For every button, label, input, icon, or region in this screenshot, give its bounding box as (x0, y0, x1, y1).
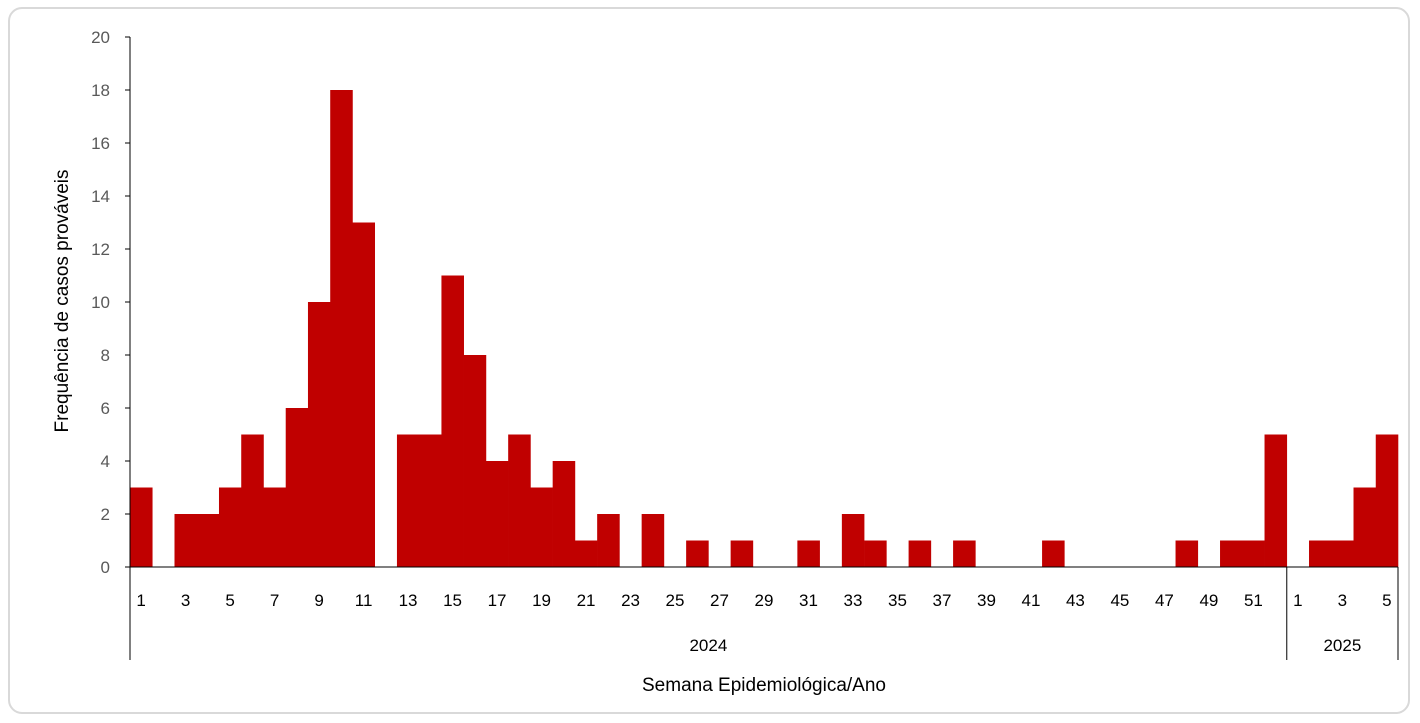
x-tick-label: 17 (488, 591, 507, 610)
bar (441, 275, 464, 567)
y-tick-label: 0 (101, 558, 110, 577)
y-tick-label: 10 (91, 293, 110, 312)
chart-frame (8, 7, 1410, 714)
bar (463, 355, 487, 567)
bar (574, 540, 598, 567)
bar (552, 461, 576, 567)
bar (1331, 540, 1354, 567)
x-tick-label: 23 (621, 591, 640, 610)
bar (641, 514, 665, 567)
x-tick-label: 7 (270, 591, 279, 610)
y-tick-label: 6 (101, 399, 110, 418)
x-tick-label: 1 (1293, 591, 1302, 610)
bars-layer (130, 90, 1399, 567)
x-tick-label: 13 (399, 591, 418, 610)
x-tick-label: 3 (1338, 591, 1347, 610)
x-tick-label: 49 (1199, 591, 1218, 610)
bar (1242, 540, 1265, 567)
bar (508, 434, 531, 567)
x-tick-label: 19 (532, 591, 551, 610)
bar (396, 434, 420, 567)
x-tick-label: 51 (1244, 591, 1263, 610)
bar (1375, 434, 1399, 567)
group-label: 2025 (1323, 636, 1361, 655)
bar (263, 487, 287, 567)
bar (307, 302, 331, 567)
x-tick-label: 27 (710, 591, 729, 610)
x-tick-label: 35 (888, 591, 907, 610)
bar (730, 540, 754, 567)
x-tick-label: 39 (977, 591, 996, 610)
bar (352, 222, 376, 567)
bar (218, 487, 242, 567)
x-tick-label: 37 (933, 591, 952, 610)
bar (1309, 540, 1332, 567)
y-tick-label: 8 (101, 346, 110, 365)
bar (597, 514, 620, 567)
group-labels-layer: 2024 2025 (689, 636, 1361, 655)
bar (419, 434, 442, 567)
x-tick-label: 29 (755, 591, 774, 610)
x-tick-label: 5 (225, 591, 234, 610)
bar (686, 540, 709, 567)
y-tick-label: 20 (91, 28, 110, 47)
bar (864, 540, 887, 567)
bar (908, 540, 932, 567)
bar (1175, 540, 1199, 567)
x-tick-label: 47 (1155, 591, 1174, 610)
bar (241, 434, 264, 567)
bar (1353, 487, 1377, 567)
bar (1042, 540, 1065, 567)
x-tick-label: 43 (1066, 591, 1085, 610)
x-tick-label: 11 (355, 591, 373, 610)
bar (330, 90, 353, 567)
y-ticks-layer: 0 2 4 6 8 10 12 14 16 18 20 (91, 28, 130, 577)
group-label: 2024 (689, 636, 727, 655)
bar (841, 514, 865, 567)
x-tick-label: 1 (136, 591, 145, 610)
bar (530, 487, 553, 567)
bar (485, 461, 509, 567)
bar (953, 540, 976, 567)
y-tick-label: 18 (91, 81, 110, 100)
bar (1264, 434, 1288, 567)
x-ticks-layer: 1 3 5 7 9 11 13 15 17 19 21 23 25 27 29 31 33 35 37 39 41 43 4… (136, 591, 1391, 610)
y-tick-label: 14 (91, 187, 110, 206)
bar (285, 408, 309, 567)
bar (174, 514, 198, 567)
x-tick-label: 45 (1110, 591, 1129, 610)
bar (130, 487, 153, 567)
x-tick-label: 9 (314, 591, 323, 610)
y-tick-label: 2 (101, 505, 110, 524)
bar (797, 540, 820, 567)
y-axis-title: Frequência de casos prováveis (52, 170, 73, 433)
x-tick-label: 31 (799, 591, 818, 610)
x-tick-label: 21 (577, 591, 596, 610)
y-tick-label: 12 (91, 240, 110, 259)
bar (1220, 540, 1243, 567)
x-tick-label: 15 (443, 591, 462, 610)
x-axis-title: Semana Epidemiológica/Ano (642, 675, 886, 696)
x-tick-label: 33 (844, 591, 863, 610)
x-tick-label: 3 (181, 591, 190, 610)
x-tick-label: 41 (1021, 591, 1040, 610)
y-tick-label: 4 (101, 452, 110, 471)
x-tick-label: 5 (1382, 591, 1391, 610)
y-tick-label: 16 (91, 134, 110, 153)
x-tick-label: 25 (666, 591, 685, 610)
bar (196, 514, 220, 567)
